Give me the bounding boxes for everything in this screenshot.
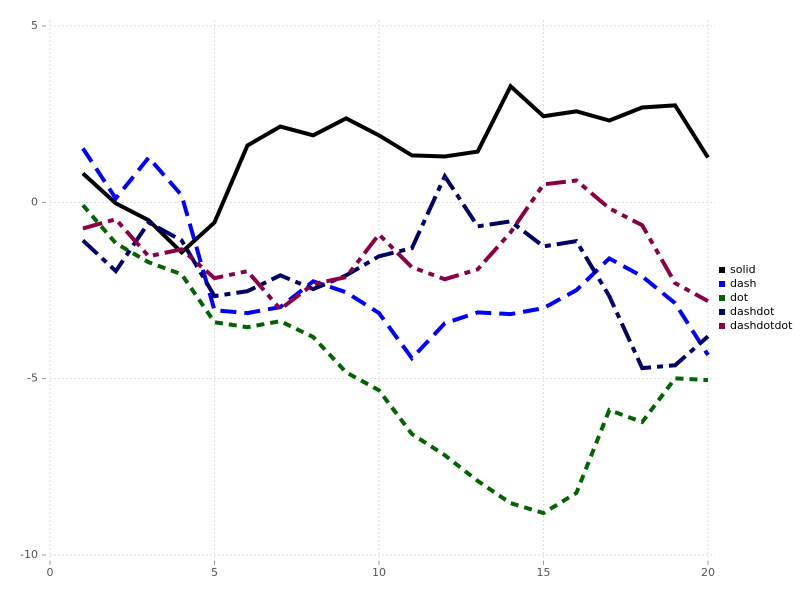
line-series <box>81 172 710 371</box>
legend-label: dashdotdot <box>730 319 793 332</box>
line-series <box>81 147 710 362</box>
y-tick-label: 0 <box>31 195 38 208</box>
x-tick-label: 10 <box>372 566 386 579</box>
legend-swatch <box>719 267 725 273</box>
line-series <box>82 178 709 312</box>
x-tick-label: 5 <box>211 566 218 579</box>
y-tick-label: -5 <box>27 372 38 385</box>
legend-label: dot <box>730 291 749 304</box>
x-tick-label: 15 <box>537 566 551 579</box>
legend-label: dashdot <box>730 305 775 318</box>
line-series <box>81 83 710 256</box>
legend-swatch <box>719 281 725 287</box>
x-tick-label: 20 <box>701 566 715 579</box>
x-tick-label: 0 <box>47 566 54 579</box>
y-tick-label: -10 <box>20 548 38 561</box>
line-series <box>81 203 709 516</box>
y-tick-label: 5 <box>31 19 38 32</box>
legend-swatch <box>719 295 725 301</box>
legend-label: solid <box>730 263 756 276</box>
legend-swatch <box>719 309 725 315</box>
legend-label: dash <box>730 277 756 290</box>
legend-swatch <box>719 323 725 329</box>
